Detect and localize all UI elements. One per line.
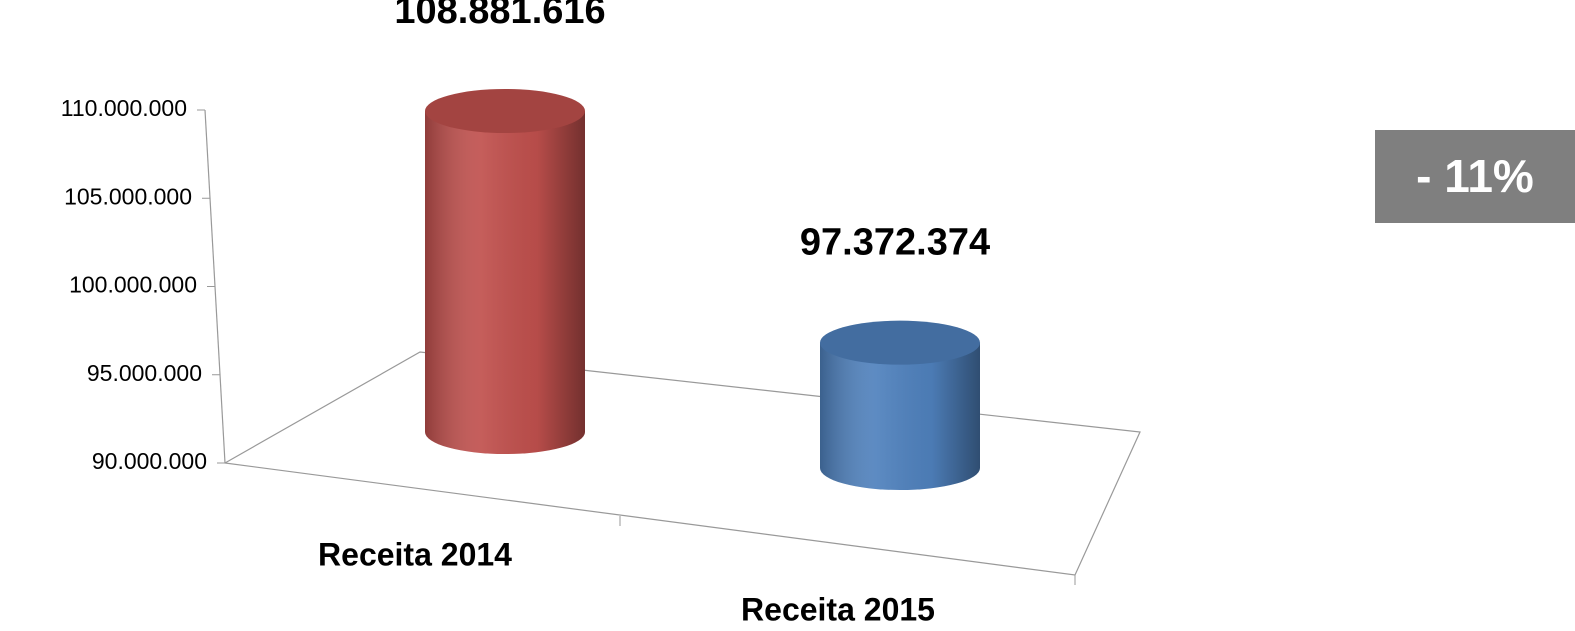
floor [223,351,1141,576]
y-tick-label: 110.000.000 [61,95,187,121]
y-tick-label: 105.000.000 [64,183,192,209]
y-tick-label: 100.000.000 [69,272,197,298]
bar-top [425,89,585,134]
annotation: - 11% [1416,150,1534,202]
value-label: 97.372.374 [800,222,990,264]
bar-shade [425,111,585,455]
annotation-box [1375,130,1575,223]
x-tick-label: Receita 2014 [318,536,512,572]
bar-shade [820,342,980,490]
y-tick-label: 95.000.000 [87,360,202,386]
x-tick-label: Receita 2015 [741,591,935,627]
value-label: 108.881.616 [394,0,605,32]
bar-top [820,320,980,365]
bar-top-shade [820,320,980,365]
bar-top-shade [425,89,585,134]
y-tick-label: 90.000.000 [92,448,207,474]
